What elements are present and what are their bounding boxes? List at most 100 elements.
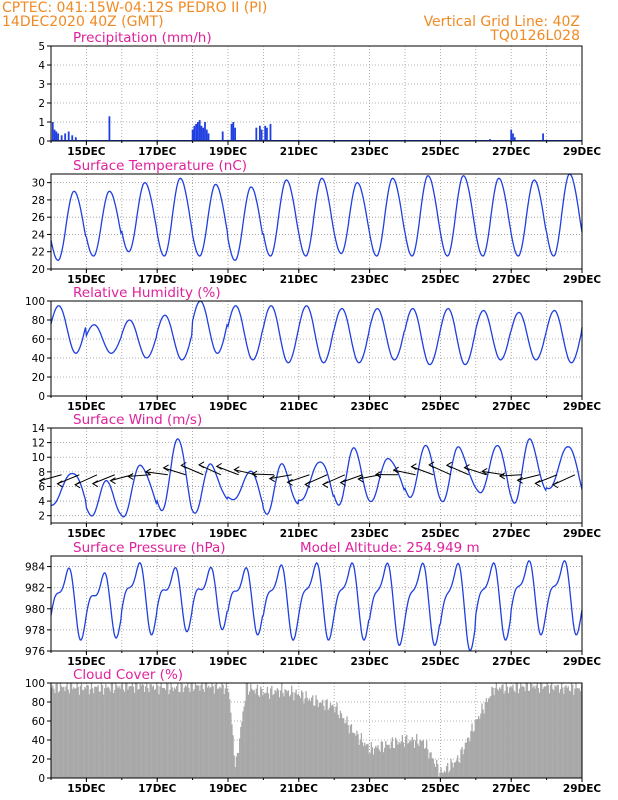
x-tick-label: 25DEC xyxy=(421,274,460,286)
cloud-bar xyxy=(512,684,514,778)
cloud-bar xyxy=(110,683,113,778)
cloud-bar xyxy=(301,690,303,778)
cloud-bar xyxy=(380,741,382,778)
cloud-bar xyxy=(51,687,53,778)
cloud-bar xyxy=(560,683,563,778)
cloud-bar xyxy=(514,692,516,778)
cloud-bar xyxy=(549,685,552,778)
precip-bar xyxy=(198,120,201,141)
cloud-bar xyxy=(432,758,434,778)
cloud-bar xyxy=(558,692,561,778)
cloud-bar xyxy=(504,690,506,778)
panel-frame xyxy=(50,555,583,652)
cloud-bar xyxy=(336,702,338,778)
wind-arrow xyxy=(446,464,469,476)
precip-bar xyxy=(60,135,63,141)
cloud-bar xyxy=(173,687,176,778)
cloud-bar xyxy=(538,692,541,778)
series-line xyxy=(50,300,583,366)
cloud-bar xyxy=(118,686,120,778)
precip-bar xyxy=(234,127,236,141)
cloud-bar xyxy=(305,691,307,778)
x-tick-label: 21DEC xyxy=(280,656,319,668)
precip-bar xyxy=(204,122,206,141)
cloud-bar xyxy=(265,692,267,778)
cloud-bar xyxy=(257,695,260,778)
cloud-bar xyxy=(556,685,558,778)
panel-frame xyxy=(50,45,583,142)
cloud-bar xyxy=(174,688,177,778)
panel-frame xyxy=(50,300,583,397)
cloud-bar xyxy=(210,686,212,778)
precip-bar xyxy=(513,137,516,141)
cloud-bar xyxy=(369,752,371,778)
y-tick-label: 14 xyxy=(32,423,46,435)
x-tick-label: 23DEC xyxy=(350,656,389,668)
cloud-bar xyxy=(347,725,349,778)
cloud-bar xyxy=(535,685,537,778)
panel-frame xyxy=(50,173,583,270)
cloud-bar xyxy=(215,683,218,778)
cloud-bar xyxy=(388,744,390,778)
cloud-bar xyxy=(577,688,579,778)
cloud-bar xyxy=(309,701,312,778)
cloud-bar xyxy=(424,747,427,778)
cloud-bar xyxy=(459,762,461,778)
y-tick-label: 40 xyxy=(32,353,45,365)
cloud-bar xyxy=(462,754,464,778)
cloud-bar xyxy=(357,734,359,778)
cloud-bar xyxy=(355,735,357,778)
cloud-bar xyxy=(497,690,500,778)
cloud-bar xyxy=(213,693,215,778)
cloud-bar xyxy=(304,698,306,778)
x-tick-label: 27DEC xyxy=(492,528,531,540)
cloud-bar xyxy=(107,686,109,778)
cloud-bar xyxy=(489,697,491,778)
cloud-bar xyxy=(137,689,139,778)
cloud-bar xyxy=(270,688,272,778)
y-tick-label: 984 xyxy=(25,562,45,574)
cloud-bar xyxy=(239,738,241,778)
y-tick-label: 12 xyxy=(32,438,45,450)
cloud-bar xyxy=(122,689,125,778)
x-tick-label: 15DEC xyxy=(67,274,106,286)
cloud-bar xyxy=(53,688,55,778)
cloud-bar xyxy=(410,741,412,778)
cloud-bar xyxy=(537,688,540,778)
cloud-bar xyxy=(458,761,460,778)
cloud-bar xyxy=(240,726,242,778)
cloud-bar xyxy=(408,742,410,778)
x-tick-label: 23DEC xyxy=(350,401,389,413)
cloud-bar xyxy=(531,684,533,778)
y-tick-label: 28 xyxy=(32,195,45,207)
cloud-bar xyxy=(362,746,365,778)
cloud-bar xyxy=(243,706,245,778)
wind-arrow-head xyxy=(498,472,506,480)
x-tick-label: 19DEC xyxy=(209,656,248,668)
x-tick-label: 17DEC xyxy=(138,146,177,158)
cloud-bar xyxy=(185,686,188,778)
cloud-bar xyxy=(157,685,159,778)
x-tick-label: 19DEC xyxy=(209,783,248,795)
cloud-bar xyxy=(419,739,421,778)
precip-bar xyxy=(542,133,544,141)
cloud-bar xyxy=(245,683,248,778)
cloud-bar xyxy=(541,683,543,778)
wind-arrow xyxy=(340,474,363,484)
cloud-bar xyxy=(528,690,531,778)
cloud-bar xyxy=(164,689,167,778)
y-tick-label: 982 xyxy=(25,583,45,595)
cloud-bar xyxy=(364,742,366,778)
cloud-bar xyxy=(495,683,498,778)
precip-bar xyxy=(71,135,74,141)
cloud-bar xyxy=(128,686,130,778)
cloud-bar xyxy=(91,688,94,778)
cloud-bar xyxy=(490,696,492,778)
cloud-bar xyxy=(60,686,63,778)
cloud-bar xyxy=(530,683,532,778)
series-line xyxy=(50,559,583,652)
precip-bar xyxy=(255,127,258,141)
cloud-bar xyxy=(426,740,428,778)
cloud-bar xyxy=(56,683,58,778)
cloud-bar xyxy=(478,716,480,778)
